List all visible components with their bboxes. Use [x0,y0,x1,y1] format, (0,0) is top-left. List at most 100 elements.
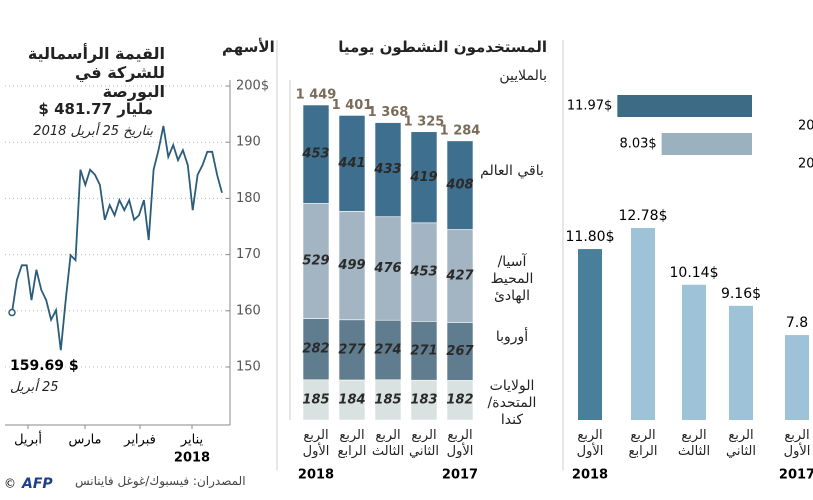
bar-segment [338,319,366,381]
bar [682,284,706,420]
bar-segment [410,321,438,381]
x-tick-label: الربع الثالث [371,428,405,459]
category-year: 20 [798,157,813,172]
value-label: 9.16$ [721,286,761,302]
segment-label: 419 [409,170,437,185]
bar-segment [338,210,366,321]
legend-entry: آسيا/ المحيط الهادئ [490,253,534,304]
note: بتاريخ 25 أبريل 2018 [33,124,153,139]
bar-segment [374,216,402,321]
x-tick-label: الربع الثاني [726,428,756,459]
total-label: 1 449 [296,87,337,102]
segment-label: 453 [301,147,329,162]
bar-segment [410,379,438,421]
y-tick-label: 190 [236,135,261,150]
segment-label: 184 [338,392,365,407]
bar-segment [338,115,366,212]
copyright: © [4,477,16,491]
y-tick-label: 150 [236,360,261,375]
y-tick-label: 160 [236,303,261,318]
bar [785,335,809,420]
legend-entry: الولايات المتحدة/ كندا [487,378,537,428]
x-tick-label: الربع الأول [446,428,474,459]
annotation-point [8,308,16,317]
logo: AFP [21,476,53,492]
bar-segment [302,104,330,204]
bar [661,133,752,155]
x-tick-label: يناير [180,433,204,448]
bar-segment [374,122,402,218]
segment-label: 185 [302,392,329,407]
x-year: 2018 [298,468,334,483]
x-tick-label: الربع الثالث [677,428,711,459]
bar-segment [410,222,438,322]
segment-label: 529 [302,253,329,268]
legend-entry: أوروبا [495,329,529,346]
x-year: 2018 [174,451,210,466]
x-tick-label: أبريل [14,431,42,448]
bar [578,249,602,420]
segment-label: 185 [374,392,401,407]
bar [631,228,655,420]
x-year: 2017 [442,468,478,483]
segment-label: 433 [373,162,401,177]
y-tick-label: 180 [236,191,261,206]
unit: بالملايين [499,68,547,84]
segment-label: 453 [409,265,437,280]
value-label: 7.8 [786,315,808,331]
segment-label: 427 [445,268,474,283]
x-tick-label: مارس [68,433,101,448]
x-year: 2017 [779,468,813,483]
x-tick-label: فبراير [123,433,156,448]
bar-segment [374,319,402,381]
bar-segment [446,322,474,381]
segment-label: 282 [302,342,329,357]
bar [617,95,752,117]
bar-segment [446,140,474,230]
y-tick-label: 200$ [236,79,269,94]
segment-label: 271 [410,343,437,358]
value-label: 11.80$ [566,229,615,245]
segment-label: 408 [445,178,473,193]
category-year: 20 [798,119,813,134]
chart-title: المستخدمون النشطون يوميا [338,38,547,56]
market-cap: $ 481.77 مليار [38,100,153,118]
total-label: 1 284 [440,123,481,138]
bar-segment [302,203,330,319]
x-tick-label: الربع الرابع [337,428,367,459]
x-tick-label: الربع الأول [302,428,330,459]
value-label: 8.03$ [619,137,656,152]
x-tick-label: الربع الأول [783,428,811,459]
total-label: 1 325 [404,114,445,129]
bar-segment [302,318,330,381]
x-year: 2018 [572,468,608,483]
total-label: 1 368 [368,105,409,120]
bar-segment [410,131,438,224]
x-tick-label: الربع الرابع [628,428,658,459]
y-axis-title: الأسهم [222,38,275,56]
segment-label: 267 [446,344,474,359]
value-label: 10.14$ [670,265,719,281]
x-tick-label: الربع الثاني [409,428,439,459]
annotation-date: 25 أبريل [10,380,59,395]
segment-label: 182 [446,393,473,408]
segment-label: 274 [374,342,401,357]
value-label: 11.97$ [567,99,613,114]
segment-label: 499 [337,258,365,273]
chart-title: القيمة الرأسمالية للشركة في البورصة [27,44,165,102]
annotation-value: 159.69 $ [10,358,79,374]
value-label: 12.78$ [619,208,668,224]
x-tick-label: الربع الأول [576,428,604,459]
y-tick-label: 170 [236,247,261,262]
segment-label: 183 [410,393,437,408]
source: المصدران: فيسبوك/غوغل فاينانس [75,474,246,488]
segment-label: 277 [338,342,366,357]
segment-label: 441 [337,156,365,171]
total-label: 1 401 [332,98,373,113]
bar [729,305,753,420]
price-line [11,125,223,351]
legend-entry: باقي العالم [480,163,544,180]
segment-label: 476 [373,261,401,276]
